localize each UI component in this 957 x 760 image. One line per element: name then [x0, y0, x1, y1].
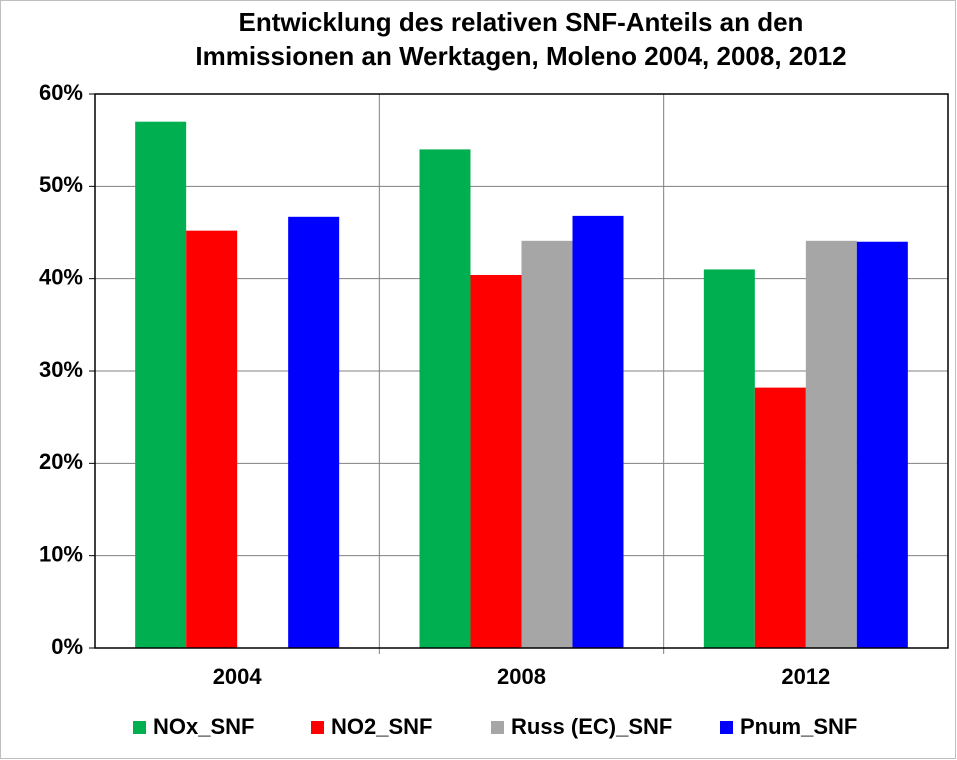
y-tick-label: 60%	[39, 80, 83, 105]
legend-swatch	[720, 721, 733, 734]
y-tick-label: 0%	[51, 634, 83, 659]
legend-swatch	[491, 721, 504, 734]
x-tick-label: 2012	[781, 664, 830, 689]
legend-swatch	[133, 721, 146, 734]
x-tick-label: 2008	[497, 664, 546, 689]
legend-label: NOx_SNF	[153, 714, 254, 739]
legend-swatch	[311, 721, 324, 734]
legend-label: Russ (EC)_SNF	[511, 714, 672, 739]
bar	[470, 274, 522, 648]
bar	[135, 121, 187, 648]
bar	[754, 387, 806, 648]
bar	[186, 230, 238, 649]
chart-title: Immissionen an Werktagen, Moleno 2004, 2…	[195, 41, 846, 71]
bar	[572, 215, 624, 648]
y-tick-label: 40%	[39, 264, 83, 289]
chart-title: Entwicklung des relativen SNF-Anteils an…	[239, 7, 804, 37]
bar	[856, 241, 908, 648]
bar	[288, 216, 340, 648]
bar	[419, 149, 471, 648]
y-tick-label: 30%	[39, 357, 83, 382]
plot-border	[94, 93, 949, 649]
y-tick-label: 50%	[39, 172, 83, 197]
bar	[521, 240, 573, 648]
bar	[805, 240, 857, 648]
y-tick-label: 10%	[39, 541, 83, 566]
bar	[703, 269, 755, 648]
legend-label: Pnum_SNF	[740, 714, 857, 739]
x-tick-label: 2004	[213, 664, 263, 689]
y-tick-label: 20%	[39, 449, 83, 474]
legend-label: NO2_SNF	[331, 714, 432, 739]
